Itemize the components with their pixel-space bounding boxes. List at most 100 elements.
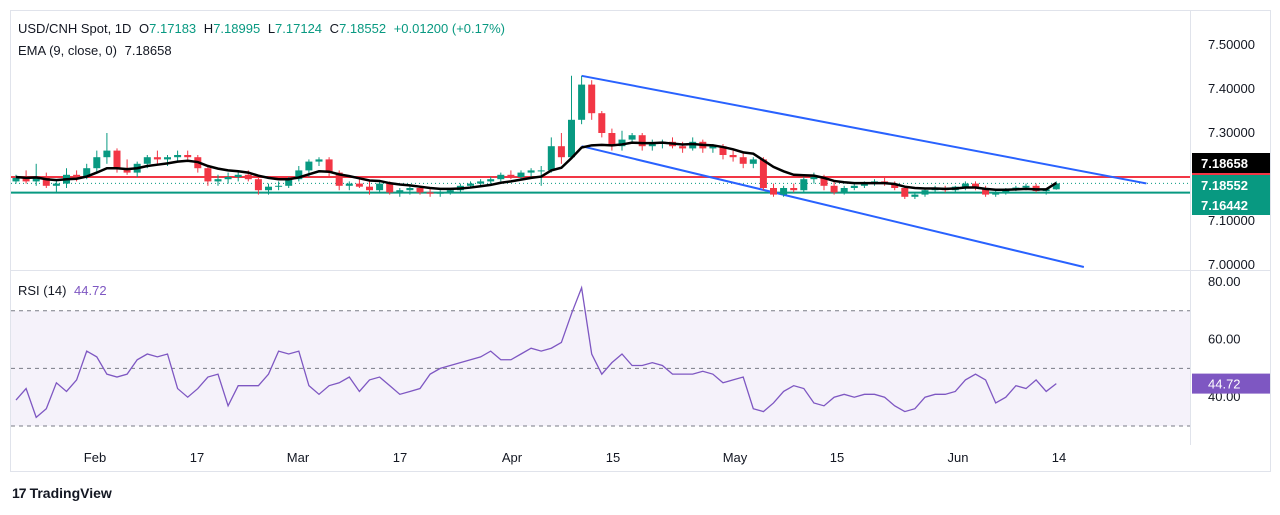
price-axis-tick: 7.10000 xyxy=(1208,213,1255,228)
candle-body xyxy=(325,159,333,173)
time-axis-tick: 17 xyxy=(393,450,407,465)
open-value: 7.17183 xyxy=(149,21,197,36)
candle-body xyxy=(568,119,575,158)
support-price-tag: 7.16442 xyxy=(1201,198,1248,213)
candle-body xyxy=(608,133,616,147)
candle-body xyxy=(477,181,485,184)
candle-body xyxy=(790,188,798,191)
price-axis-tick: 7.40000 xyxy=(1208,81,1255,96)
support-price-tag-bg xyxy=(1192,195,1270,215)
candle-body xyxy=(517,172,525,177)
candle-body xyxy=(234,174,242,177)
high-value: 7.18995 xyxy=(213,21,261,36)
open-label: O xyxy=(139,21,150,36)
candle-body xyxy=(446,190,454,193)
candle-body xyxy=(759,159,767,188)
tradingview-logo-icon: 17 xyxy=(12,485,27,501)
candle-body xyxy=(557,146,565,158)
candle-body xyxy=(103,150,111,158)
tradingview-logo[interactable]: 17 TradingView xyxy=(12,485,112,501)
rsi-label: RSI (14) xyxy=(18,283,67,298)
candle-body xyxy=(12,177,20,182)
candle-body xyxy=(1022,185,1030,188)
candle-body xyxy=(406,188,414,191)
candle-body xyxy=(719,146,727,155)
rsi-value: 44.72 xyxy=(74,283,107,298)
candle-body xyxy=(174,155,182,158)
time-axis-tick: 15 xyxy=(830,450,844,465)
low-label: L xyxy=(267,21,276,36)
candle-body xyxy=(335,172,343,186)
channel-upper-line xyxy=(581,74,1147,185)
price-legend: USD/CNH Spot, 1D O7.17183 H7.18995 L7.17… xyxy=(18,21,509,36)
ema-price-tag: 7.18658 xyxy=(1201,156,1248,171)
candle-body xyxy=(426,192,434,194)
ema-line xyxy=(15,141,1057,192)
candle-body xyxy=(386,183,394,193)
change-value: +0.01200 (+0.17%) xyxy=(393,21,505,36)
candle-body xyxy=(618,139,626,147)
candle-body xyxy=(638,135,646,147)
time-axis-tick: 14 xyxy=(1052,450,1066,465)
time-axis-tick: Jun xyxy=(948,450,969,465)
candle-body xyxy=(487,179,495,182)
price-axis-tick: 7.50000 xyxy=(1208,37,1255,52)
candle-body xyxy=(820,177,828,186)
candle-body xyxy=(153,157,161,160)
candle-body xyxy=(73,174,81,177)
candle-body xyxy=(860,183,868,186)
candle-body xyxy=(376,183,384,191)
time-axis-tick: May xyxy=(723,450,748,465)
candle-body xyxy=(305,161,313,171)
candle-body xyxy=(1052,183,1060,190)
time-axis-tick: Apr xyxy=(502,450,523,465)
candle-body xyxy=(396,190,404,193)
candle-body xyxy=(588,84,596,114)
time-axis-tick: 15 xyxy=(606,450,620,465)
candle-body xyxy=(22,177,30,182)
candle-body xyxy=(123,168,131,173)
candle-body xyxy=(93,157,101,169)
ema-legend: EMA (9, close, 0) 7.18658 xyxy=(18,43,176,58)
price-axis-tick: 7.30000 xyxy=(1208,125,1255,140)
candle-body xyxy=(901,188,909,197)
candle-body xyxy=(810,177,818,180)
high-label: H xyxy=(203,21,214,36)
candle-body xyxy=(315,159,323,162)
candle-body xyxy=(416,188,424,193)
ema-value: 7.18658 xyxy=(124,43,172,58)
candle-body xyxy=(285,179,293,186)
candle-body xyxy=(648,144,656,147)
candle-body xyxy=(42,177,50,186)
candle-body xyxy=(992,192,1000,195)
close-value: 7.18552 xyxy=(339,21,387,36)
rsi-axis-tick: 60.00 xyxy=(1208,332,1241,347)
channel-lower-line xyxy=(581,145,1085,268)
rsi-legend: RSI (14) 44.72 xyxy=(18,283,111,298)
candle-body xyxy=(527,170,535,173)
time-axis-tick: Feb xyxy=(84,450,106,465)
candle-body xyxy=(244,174,252,180)
ema-price-tag-bg xyxy=(1192,153,1270,173)
candle-body xyxy=(850,185,858,188)
candle-body xyxy=(628,135,636,140)
candle-body xyxy=(214,179,222,182)
candle-body xyxy=(265,186,272,191)
low-value: 7.17124 xyxy=(275,21,323,36)
candle-body xyxy=(204,168,212,182)
candle-body xyxy=(800,179,808,191)
candle-body xyxy=(537,170,545,172)
candle-body xyxy=(770,188,777,195)
candle-body xyxy=(184,155,192,158)
candle-body xyxy=(436,192,444,194)
close-label: C xyxy=(329,21,340,36)
candle-body xyxy=(911,194,919,197)
candle-body xyxy=(345,183,353,186)
candle-body xyxy=(921,190,929,195)
candle-body xyxy=(891,183,899,188)
candle-body xyxy=(780,188,788,195)
rsi-price-tag: 44.72 xyxy=(1208,377,1241,392)
candle-body xyxy=(578,84,586,120)
candle-body xyxy=(224,177,232,180)
